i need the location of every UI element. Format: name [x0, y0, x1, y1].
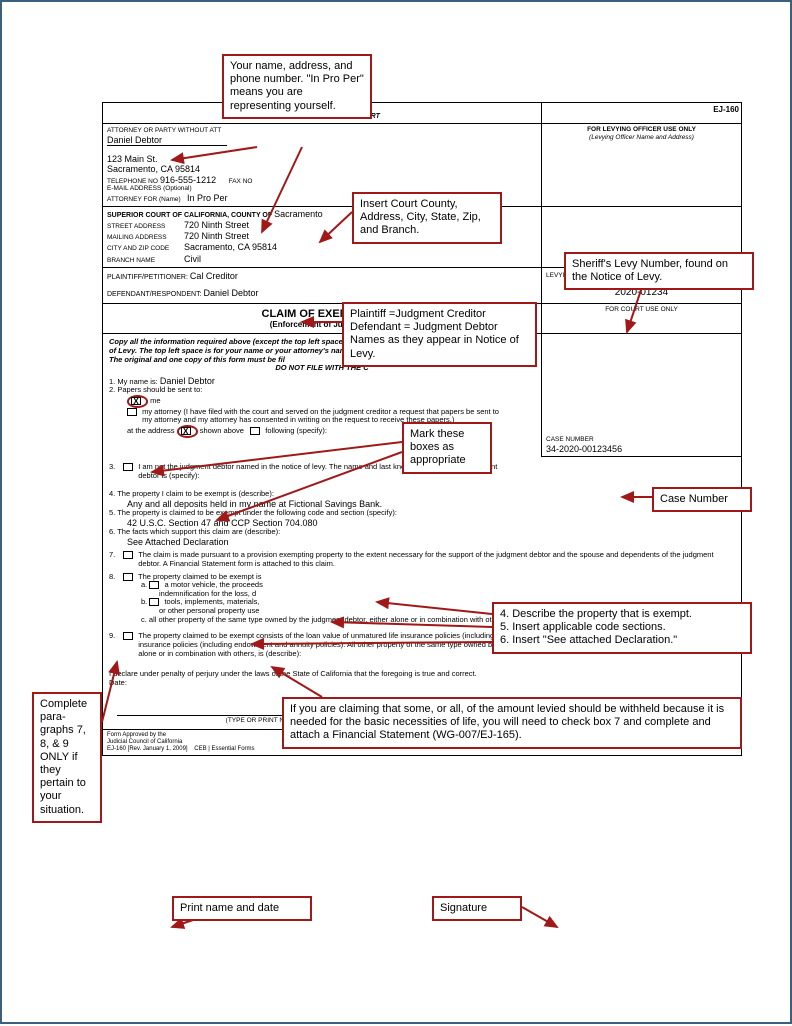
checkbox-7[interactable]: [123, 551, 133, 559]
item2c-end: following (specify):: [265, 426, 327, 435]
item2c-mid: shown above: [200, 426, 244, 435]
header-row: AGE GARNISHMENT] FICER. DO NOT FILE WITH…: [103, 103, 741, 124]
item5-label: 5. The property is claimed to be exempt …: [109, 509, 735, 518]
city: Sacramento, CA 95814: [107, 164, 537, 174]
fax-label: FAX NO: [229, 178, 253, 185]
atty-for: In Pro Per: [187, 193, 228, 203]
item8a: a motor vehicle, the proceeds: [164, 580, 262, 589]
checkbox-8a[interactable]: [149, 581, 159, 589]
checkbox-me-circle: X: [127, 395, 148, 408]
callout-sign: Signature: [432, 896, 522, 921]
defendant-label: DEFENDANT/RESPONDENT:: [107, 291, 202, 298]
levy-box-2: (Levying Officer Name and Address): [589, 134, 694, 141]
plaintiff-label: PLAINTIFF/PETITIONER:: [107, 274, 188, 281]
callout-name: Your name, address, and phone number. "I…: [222, 54, 372, 119]
mail-addr-label: MAILING ADDRESS: [107, 234, 182, 241]
item2-label: 2. Papers should be sent to:: [109, 386, 535, 395]
checkbox-8b[interactable]: [149, 598, 159, 606]
court-header: SUPERIOR COURT OF CALIFORNIA, COUNTY OF: [107, 212, 272, 219]
callout-case: Case Number: [652, 487, 752, 512]
street-addr-label: STREET ADDRESS: [107, 223, 182, 230]
callout-court: Insert Court County, Address, City, Stat…: [352, 192, 502, 244]
branch: Civil: [184, 254, 201, 264]
page-frame: AGE GARNISHMENT] FICER. DO NOT FILE WITH…: [0, 0, 792, 1024]
checkbox-9[interactable]: [123, 632, 133, 640]
footer-l3: EJ-160 [Rev. January 1, 2009]: [107, 746, 188, 752]
callout-levy: Sheriff's Levy Number, found on the Noti…: [564, 252, 754, 290]
footer-l1: Form Approved by the: [107, 732, 166, 738]
form-code: EJ-160: [541, 103, 741, 123]
checkbox-addr-circle: X: [177, 425, 198, 438]
mail-addr: 720 Ninth Street: [184, 231, 249, 241]
phone: 916-555-1212: [160, 175, 216, 185]
date-label: Date:: [109, 679, 735, 688]
callout-parties: Plaintiff =Judgment Creditor Defendant =…: [342, 302, 537, 367]
case-label: CASE NUMBER: [546, 436, 737, 443]
checkbox-me[interactable]: X: [131, 397, 141, 405]
footer-l2: Judicial Council of California: [107, 739, 182, 745]
street: 123 Main St.: [107, 154, 537, 164]
callout-print: Print name and date: [172, 896, 312, 921]
phone-label: TELEPHONE NO: [107, 178, 158, 185]
callout-456: 4. Describe the property that is exempt.…: [492, 602, 752, 654]
attorney-label: ATTORNEY OR PARTY WITHOUT ATT: [107, 127, 537, 134]
case-no: 34-2020-00123456: [546, 444, 737, 454]
attorney-name: Daniel Debtor: [107, 135, 227, 146]
item2a: me: [150, 396, 160, 405]
levy-box-1: FOR LEVYING OFFICER USE ONLY: [587, 126, 696, 133]
callout-financial: If you are claiming that some, or all, o…: [282, 697, 742, 749]
declare: I declare under penalty of perjury under…: [109, 670, 735, 679]
street-addr: 720 Ninth Street: [184, 220, 249, 230]
checkbox-3[interactable]: [123, 463, 133, 471]
item6-val: See Attached Declaration: [127, 537, 735, 547]
checkbox-attorney[interactable]: [127, 408, 137, 416]
item6-label: 6. The facts which support this claim ar…: [109, 528, 735, 537]
branch-label: BRANCH NAME: [107, 257, 182, 264]
footer-brand: CEB | Essential Forms: [194, 746, 254, 752]
plaintiff: Cal Creditor: [190, 271, 238, 281]
item2c-pre: at the address: [127, 426, 175, 435]
checkbox-addr-shown[interactable]: X: [181, 427, 191, 435]
checkbox-addr-following[interactable]: [250, 427, 260, 435]
callékout-mark: Mark these boxes as appropriate: [402, 422, 492, 474]
city-zip: Sacramento, CA 95814: [184, 242, 277, 252]
court-use-only: FOR COURT USE ONLY: [541, 304, 741, 334]
item1-val: Daniel Debtor: [160, 376, 215, 386]
callout-789: Complete para-graphs 7, 8, & 9 ONLY if t…: [32, 692, 102, 823]
city-zip-label: CITY AND ZIP CODE: [107, 245, 182, 252]
checkbox-8[interactable]: [123, 573, 133, 581]
defendant: Daniel Debtor: [203, 288, 258, 298]
item7: The claim is made pursuant to a provisio…: [138, 550, 713, 568]
item4-label: 4. The property I claim to be exempt is …: [109, 490, 735, 499]
atty-for-label: ATTORNEY FOR (Name): [107, 196, 181, 203]
court-county: Sacramento: [274, 209, 323, 219]
